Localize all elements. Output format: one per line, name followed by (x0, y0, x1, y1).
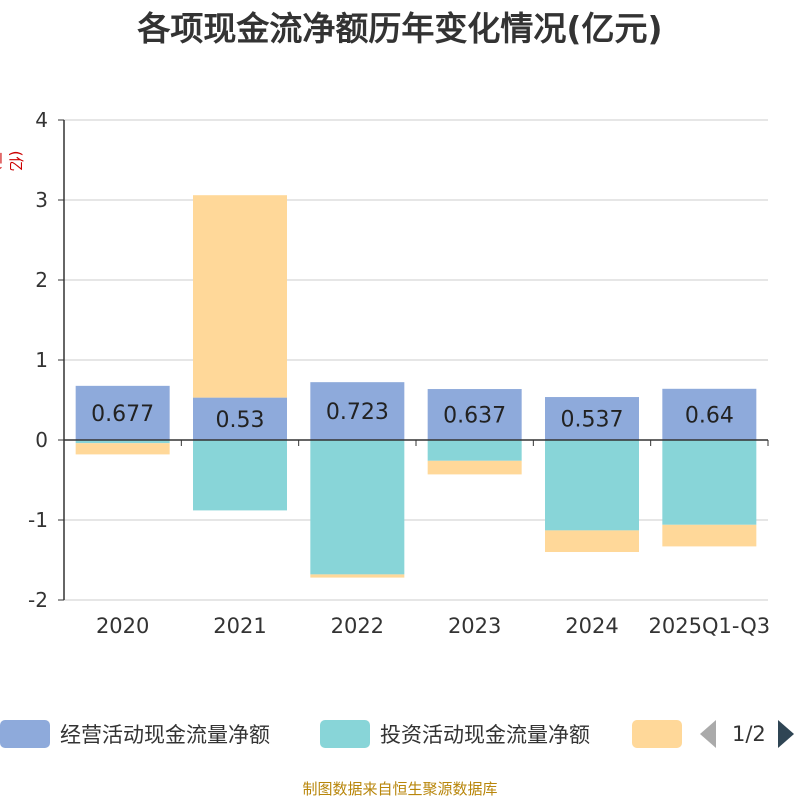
y-tick-label: -2 (28, 588, 48, 612)
bar-s0-2020 (75, 385, 170, 440)
bar-s1-2020 (75, 440, 170, 444)
x-tick-label: 2022 (331, 614, 384, 638)
legend: 经营活动现金流量净额 投资活动现金流量净额 1/2 (0, 714, 800, 754)
y-tick-label: 0 (35, 428, 48, 452)
bar-s1-2024 (545, 440, 639, 531)
legend-item-investing[interactable]: 投资活动现金流量净额 (320, 714, 590, 754)
legend-swatch-financing (632, 720, 682, 748)
bar-s2-2022 (310, 574, 405, 578)
y-tick-label: 1 (35, 348, 48, 372)
bar-s2-2025Q1-Q3 (662, 524, 757, 547)
bar-s0-2024 (545, 397, 639, 440)
bar-s1-2021 (193, 440, 287, 511)
data-label: 0.64 (685, 403, 734, 428)
legend-swatch-operating (0, 720, 50, 748)
chart-title: 各项现金流净额历年变化情况(亿元) (137, 9, 663, 48)
legend-label-investing: 投资活动现金流量净额 (380, 723, 590, 747)
legend-page-indicator: 1/2 (732, 722, 766, 746)
data-label: 0.53 (216, 408, 265, 433)
legend-swatch-investing (320, 720, 370, 748)
x-tick-label: 2023 (448, 614, 501, 638)
bar-s0-2022 (310, 382, 405, 440)
data-source-footer: 制图数据来自恒生聚源数据库 (302, 780, 498, 798)
data-label: 0.637 (443, 404, 506, 429)
legend-label-operating: 经营活动现金流量净额 (60, 723, 270, 747)
bar-s2-2021 (193, 195, 287, 398)
bar-s1-2023 (427, 440, 522, 461)
legend-item-financing[interactable] (632, 714, 692, 754)
y-tick-label: 4 (35, 108, 48, 132)
y-tick-label: -1 (28, 508, 48, 532)
y-tick-label: 2 (35, 268, 48, 292)
bar-s0-2025Q1-Q3 (662, 388, 757, 440)
bar-s2-2024 (545, 530, 639, 552)
x-tick-label: 2020 (96, 614, 149, 638)
y-tick-label: 3 (35, 188, 48, 212)
data-label: 0.537 (561, 408, 624, 433)
data-label: 0.723 (326, 400, 389, 425)
x-tick-label: 2024 (565, 614, 618, 638)
stacked-bar-chart: 4 3 2 1 0 -1 -2 0.677 2020 0.53 2021 0.723 2022 0.637… (28, 108, 771, 638)
legend-pager: 1/2 (700, 714, 794, 754)
x-tick-label: 2025Q1-Q3 (649, 614, 771, 638)
bar-s2-2023 (427, 460, 522, 475)
x-tick-label: 2021 (213, 614, 266, 638)
bar-s1-2022 (310, 440, 405, 575)
legend-next-icon[interactable] (777, 720, 794, 748)
data-label: 0.677 (91, 402, 154, 427)
bar-s0-2021 (193, 397, 287, 440)
bar-s0-2023 (427, 389, 522, 440)
legend-item-operating[interactable]: 经营活动现金流量净额 (0, 714, 270, 754)
legend-prev-icon[interactable] (700, 720, 716, 748)
bar-s1-2025Q1-Q3 (662, 440, 757, 525)
bar-s2-2020 (75, 443, 170, 455)
